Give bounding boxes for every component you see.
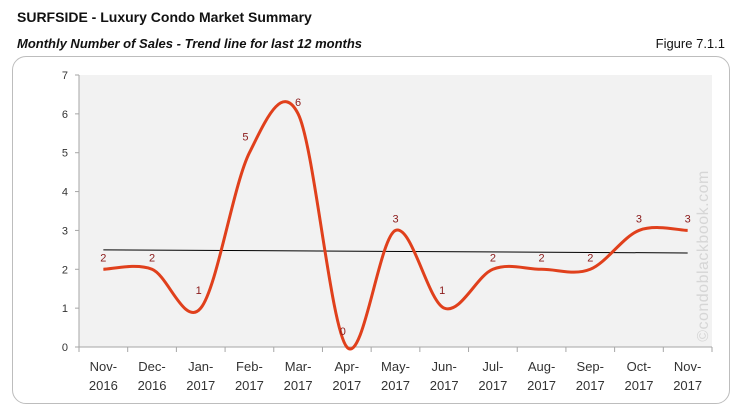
y-tick-label: 4	[62, 187, 68, 199]
x-tick-label: Feb-2017	[235, 359, 264, 393]
x-tick-label: Oct-2017	[625, 359, 654, 393]
data-label: 5	[242, 132, 248, 144]
y-tick-label: 6	[62, 109, 68, 121]
plot-area	[79, 75, 712, 347]
data-label: 2	[100, 252, 106, 264]
data-label: 0	[340, 326, 346, 338]
data-label: 2	[539, 252, 545, 264]
data-label: 2	[587, 252, 593, 264]
x-tick-label: Jul-2017	[478, 359, 507, 393]
x-tick-label: Sep-2017	[576, 359, 605, 393]
trend-line	[103, 249, 688, 254]
data-label: 6	[295, 97, 301, 109]
y-tick-label: 7	[62, 70, 68, 82]
y-axis: 0 1 2 3 4 5 6 7	[62, 70, 80, 354]
data-labels: 2 2 1 5 6 0 3 1 2 2 2 3 3	[100, 97, 690, 338]
data-label: 3	[636, 213, 642, 225]
data-label: 2	[149, 252, 155, 264]
x-tick-label: Nov-2016	[89, 359, 118, 393]
x-tick-label: Mar-2017	[284, 359, 313, 393]
data-label: 1	[196, 285, 202, 297]
x-tick-label: Dec-2016	[138, 359, 167, 393]
y-tick-label: 3	[62, 225, 68, 237]
y-tick-label: 0	[62, 342, 68, 354]
x-tick-label: May-2017	[381, 359, 410, 393]
y-tick-label: 1	[62, 303, 68, 315]
chart-subtitle: Monthly Number of Sales - Trend line for…	[17, 36, 363, 51]
data-label: 3	[685, 213, 691, 225]
x-tick-label: Nov-2017	[673, 359, 702, 393]
series-line-sales	[103, 100, 688, 351]
figure-number: Figure 7.1.1	[655, 36, 725, 51]
data-label: 3	[392, 213, 398, 225]
x-axis: Nov-2016 Dec-2016 Jan-2017 Feb-2017 Mar-2017…	[78, 346, 713, 393]
x-tick-label: Jan-2017	[186, 359, 215, 393]
x-tick-label: Jun-2017	[430, 359, 459, 393]
data-label: 2	[490, 252, 496, 264]
x-tick-label: Apr-2017	[332, 359, 361, 393]
x-tick-label: Aug-2017	[527, 359, 556, 393]
y-tick-label: 5	[62, 148, 68, 160]
y-tick-label: 2	[62, 264, 68, 276]
chart-title: SURFSIDE - Luxury Condo Market Summary	[17, 9, 312, 25]
data-label: 1	[439, 285, 445, 297]
watermark: ©condoblackbook.com	[695, 170, 712, 342]
